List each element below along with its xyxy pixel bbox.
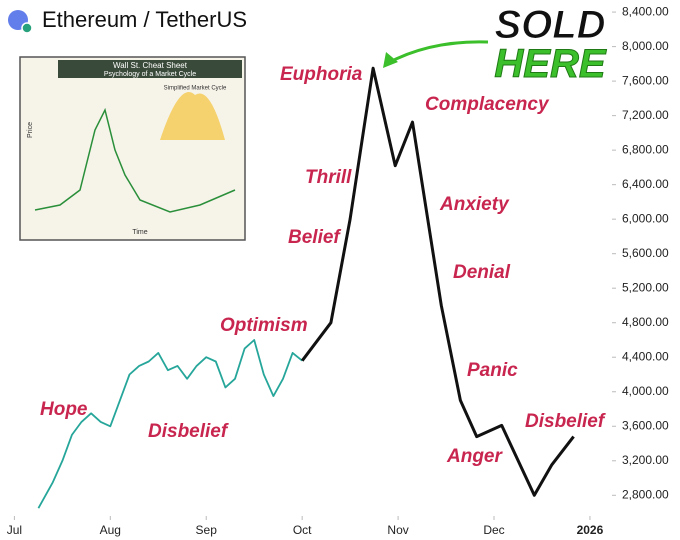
arrow-head [383,52,398,68]
annotation: Complacency [425,94,550,115]
y-tick-label: 3,600.00 [622,418,669,432]
inset-title: Wall St. Cheat Sheet [113,61,188,70]
x-tick-label: Aug [100,523,121,537]
annotation: Belief [288,227,341,248]
annotation: Denial [453,262,511,283]
y-tick-label: 5,200.00 [622,280,669,294]
y-tick-label: 6,000.00 [622,211,669,225]
inset-title-band [58,60,242,78]
inset-curve [34,107,236,213]
inset-frame [19,56,246,241]
inset-x-label: Time [132,229,147,236]
y-tick-label: 7,200.00 [622,108,669,122]
usdt-icon [21,22,33,34]
inset-y-label: Price [27,122,34,138]
x-tick-label: Sep [196,523,218,537]
sold-label: SOLD [494,3,605,47]
annotation: Euphoria [280,64,363,85]
chart-title: Ethereum / TetherUS [42,7,247,32]
y-tick-label: 7,600.00 [622,73,669,87]
y-tick-label: 3,200.00 [622,453,669,467]
inset: Wall St. Cheat Sheet Psychology of a Mar… [19,56,246,241]
annotation: Disbelief [525,411,606,432]
inset-side: Simplified Market Cycle [164,86,227,92]
x-tick-label: Nov [387,523,408,537]
series-line [301,66,575,497]
y-tick-label: 2,800.00 [622,487,669,501]
y-tick-label: 6,800.00 [622,142,669,156]
x-tick-label: 2026 [577,523,604,537]
y-tick-label: 5,600.00 [622,246,669,260]
annotation: Anxiety [439,194,510,215]
plot: 2,800.00 3,200.00 3,600.00 4,000.00 4,400.00… [7,4,669,537]
annotation: Thrill [305,167,352,188]
annotation: Optimism [220,315,308,336]
arrow [385,40,489,66]
annotation: Hope [40,399,88,420]
x-tick-label: Jul [7,523,22,537]
y-tick-label: 4,800.00 [622,315,669,329]
annotation: Panic [467,360,518,381]
y-tick-label: 8,000.00 [622,39,669,53]
x-tick-label: Oct [293,523,312,537]
annotation: Anger [446,446,504,467]
y-tick-label: 4,000.00 [622,384,669,398]
y-tick-label: 4,400.00 [622,349,669,363]
here-label: HERE [494,42,606,86]
annotation: Disbelief [148,421,229,442]
y-tick-label: 6,400.00 [622,177,669,191]
inset-cycle [150,92,240,140]
inset-subtitle: Psychology of a Market Cycle [104,71,196,78]
y-tick-label: 8,400.00 [622,4,669,18]
x-tick-label: Dec [483,523,504,537]
series-line [37,339,303,509]
